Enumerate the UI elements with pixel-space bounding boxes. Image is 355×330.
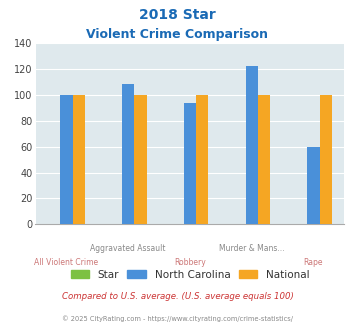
Text: 2018 Star: 2018 Star [139, 8, 216, 22]
Bar [196, 95, 208, 224]
Bar [122, 84, 134, 224]
Text: Compared to U.S. average. (U.S. average equals 100): Compared to U.S. average. (U.S. average … [61, 292, 294, 301]
Text: Aggravated Assault: Aggravated Assault [91, 244, 166, 253]
Bar [134, 95, 147, 224]
Text: Murder & Mans...: Murder & Mans... [219, 244, 284, 253]
Text: Violent Crime Comparison: Violent Crime Comparison [87, 28, 268, 41]
Text: Robbery: Robbery [174, 258, 206, 267]
Text: © 2025 CityRating.com - https://www.cityrating.com/crime-statistics/: © 2025 CityRating.com - https://www.city… [62, 315, 293, 322]
Bar [72, 95, 85, 224]
Bar [184, 103, 196, 224]
Legend: Star, North Carolina, National: Star, North Carolina, National [71, 270, 309, 280]
Bar [246, 66, 258, 224]
Text: All Violent Crime: All Violent Crime [34, 258, 98, 267]
Bar [60, 95, 72, 224]
Bar [307, 147, 320, 224]
Bar [258, 95, 270, 224]
Bar [320, 95, 332, 224]
Text: Rape: Rape [304, 258, 323, 267]
